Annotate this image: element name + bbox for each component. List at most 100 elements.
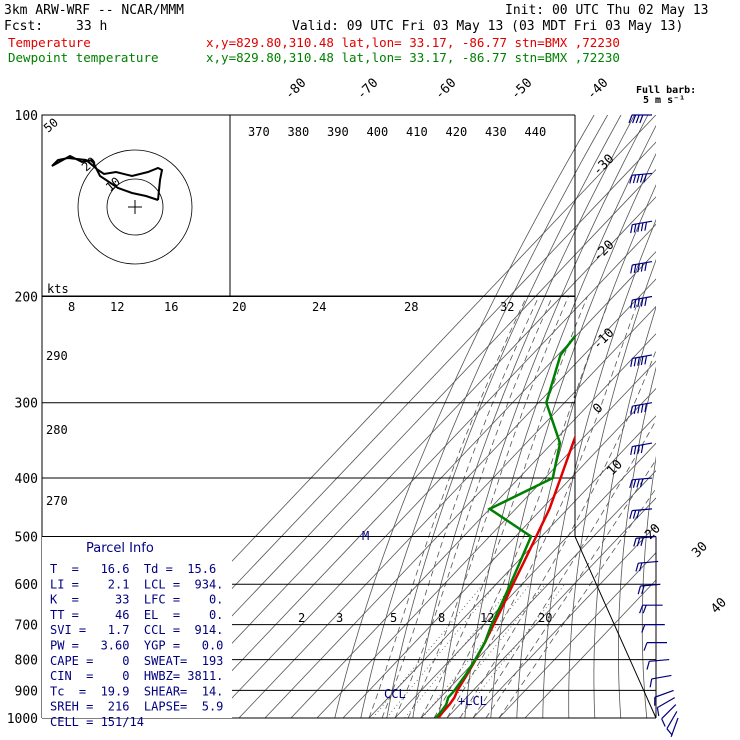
mixing-ratio-label: 12 — [480, 611, 494, 625]
valid-time: Valid: 09 UTC Fri 03 May 13 (03 MDT Fri … — [292, 19, 683, 34]
hodo-units: kts — [47, 282, 69, 296]
parcel-info-row: TT = 46 EL = 0. — [50, 608, 223, 622]
isotherm-label: 10 — [604, 457, 626, 479]
pressure-label: 1000 — [7, 712, 38, 727]
dewpoint-location: x,y=829.80,310.48 lat,lon= 33.17, -86.77… — [206, 50, 620, 65]
wind-barb — [656, 697, 676, 717]
moist-adiabat — [472, 419, 656, 718]
wind-barb — [639, 604, 663, 614]
parcel-info-row: LI = 2.1 LCL = 934. — [50, 577, 223, 591]
hodo-speed-label: 16 — [164, 300, 178, 314]
mixing-ratio-line — [404, 583, 514, 718]
parcel-info-row: Tc = 19.9 SHEAR= 14. — [50, 684, 223, 698]
moist-adiabat — [368, 296, 528, 718]
dry-adiabat — [360, 115, 608, 718]
mixing-ratio-labels: 2 3 5 8 12 20 — [298, 611, 552, 625]
wind-barb — [646, 658, 670, 670]
pressure-label: 900 — [15, 684, 38, 699]
isotherm — [446, 497, 656, 718]
wind-barb — [630, 442, 653, 456]
parcel-info-row: T = 16.6 Td = 15.6 — [50, 562, 216, 576]
temperature-legend: Temperature — [8, 35, 91, 50]
isotherm — [342, 387, 656, 718]
model-title: 3km ARW-WRF -- NCAR/MMM — [4, 3, 184, 18]
hodo-speed-label: 8 — [68, 300, 75, 314]
dry-adiabat — [542, 218, 656, 718]
pressure-label: 500 — [15, 530, 38, 545]
pressure-label: 800 — [15, 654, 38, 669]
wind-barb — [643, 642, 667, 651]
isotherm-label: 0 — [590, 401, 606, 417]
forecast-hour: 33 h — [76, 19, 107, 34]
dry-adiabat — [688, 115, 740, 718]
wind-barb — [633, 535, 657, 547]
wind-barb — [641, 623, 665, 633]
isotherm-label: 20 — [642, 521, 664, 543]
mixing-ratio-line — [421, 583, 531, 718]
moist-adiabat — [459, 349, 656, 718]
theta-label: 410 — [406, 125, 428, 139]
isotherm — [394, 442, 656, 718]
hodo-speed-label: 20 — [232, 300, 246, 314]
moist-adiabat — [381, 296, 540, 718]
wind-barb — [654, 689, 674, 706]
isotherm-label: -80 — [282, 76, 309, 103]
init-time: Init: 00 UTC Thu 02 May 13 — [505, 3, 709, 18]
wind-barb — [630, 354, 653, 367]
dry-adiabat — [641, 455, 656, 718]
wind-barb — [630, 260, 653, 274]
moist-adiabat — [420, 296, 588, 718]
hodograph-trace — [51, 154, 164, 201]
hodo-speed-label: 24 — [312, 300, 326, 314]
isotherm — [290, 333, 656, 718]
parcel-info-panel: Parcel Info — [42, 537, 232, 718]
dry-adiabat — [710, 115, 740, 718]
isotherm — [368, 415, 656, 718]
m-label: M — [362, 529, 369, 543]
theta-label: 400 — [367, 125, 389, 139]
hodo-speed-label: 12 — [110, 300, 124, 314]
dry-adiabat — [568, 258, 656, 718]
pressure-label: 300 — [15, 397, 38, 412]
mixing-ratio-label: 2 — [298, 611, 305, 625]
wind-barb — [670, 717, 679, 737]
isotherm — [524, 579, 656, 718]
isotherm — [498, 552, 656, 718]
parcel-info-row: SREH = 216 LAPSE= 5.9 — [50, 700, 223, 714]
dry-adiabat — [665, 115, 740, 718]
theta-label: 290 — [46, 349, 68, 363]
hodo-ring-10 — [106, 178, 164, 236]
dry-adiabat — [464, 124, 656, 718]
dry-adiabat — [438, 115, 649, 718]
theta-label: 420 — [446, 125, 468, 139]
isotherm-label: -10 — [590, 326, 617, 353]
wind-barb — [629, 477, 653, 489]
wind-barb — [629, 508, 653, 520]
mixing-ratio-label: 3 — [336, 611, 343, 625]
barb-key-value: 5 m s⁻¹ — [643, 95, 685, 106]
parcel-info-row: SVI = 1.7 CCL = 914. — [50, 623, 223, 637]
mixing-ratio-label: 5 — [390, 611, 397, 625]
hodo-speed-labels: 8 12 16 20 24 28 32 — [68, 300, 514, 314]
parcel-info-row: K = 33 LFC = 0. — [50, 593, 223, 607]
wind-barb — [661, 704, 677, 727]
isotherm — [420, 470, 656, 718]
parcel-info-title: Parcel Info — [86, 541, 154, 556]
parcel-info-row: CELL = 151/14 — [50, 715, 144, 729]
moist-adiabat — [485, 459, 656, 718]
wind-barb — [666, 711, 678, 736]
pressure-label: 400 — [15, 472, 38, 487]
parcel-info-row: CIN = 0 HWBZ= 3811. — [50, 669, 223, 683]
isotherm-label: 40 — [708, 595, 730, 617]
wind-barb — [649, 674, 672, 688]
theta-label: 390 — [327, 125, 349, 139]
parcel-info-row: CAPE = 0 SWEAT= 193 — [50, 654, 223, 668]
moist-adiabat — [394, 296, 553, 718]
temperature-line — [437, 434, 575, 718]
dry-adiabat — [412, 115, 635, 718]
hodo-speed-label: 28 — [404, 300, 418, 314]
isotherm — [186, 223, 656, 718]
theta-label: 380 — [288, 125, 310, 139]
temperature-location: x,y=829.80,310.48 lat,lon= 33.17, -86.77… — [206, 35, 620, 50]
